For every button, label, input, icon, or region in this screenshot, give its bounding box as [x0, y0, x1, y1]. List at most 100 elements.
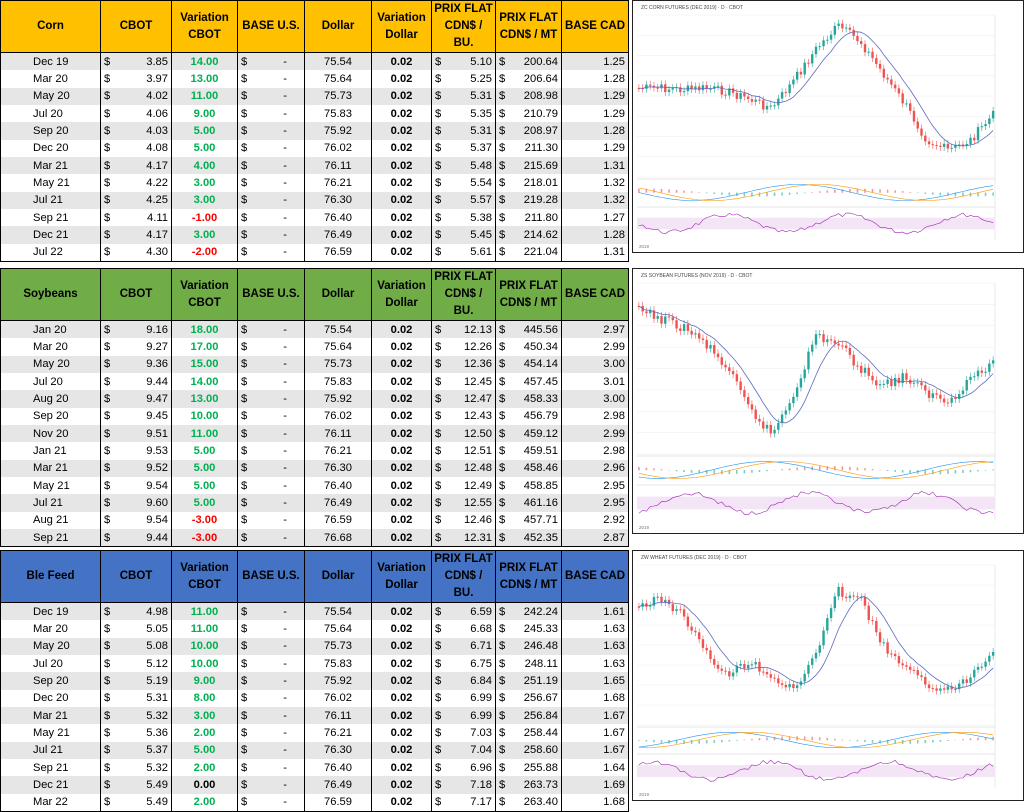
cbot-cell: $9.16 [101, 321, 172, 339]
variation-cbot-value: 3.00 [194, 177, 216, 189]
header-label: CBOT [120, 288, 153, 300]
base-cad-value: 1.69 [603, 779, 625, 791]
candle-body [785, 410, 787, 414]
soybeans-futures-chart[interactable]: ZS SOYBEAN FUTURES (NOV 2019) · D · CBOT… [632, 268, 1024, 534]
prix-flat-mt-value: 452.35 [524, 532, 558, 544]
candle-body [709, 345, 711, 349]
candle-body [879, 64, 881, 69]
dollar-value: 76.68 [324, 532, 352, 544]
base-us-cell: $- [238, 88, 305, 105]
prix-flat-bu-value: 5.54 [470, 177, 492, 189]
base-us-value: - [283, 108, 287, 120]
variation-dollar-cell: 0.02 [372, 88, 432, 105]
variation-dollar-cell: 0.02 [372, 70, 432, 87]
contract-month-label: Dec 21 [33, 229, 68, 241]
currency-symbol: $ [499, 56, 505, 68]
variation-cbot-value: 9.00 [194, 108, 216, 120]
contract-month-label: Jul 20 [33, 658, 63, 670]
currency-symbol: $ [499, 462, 505, 474]
cbot-cell: $9.52 [101, 460, 172, 477]
dollar-cell: 76.21 [305, 174, 372, 191]
candle-body [762, 421, 764, 428]
prix-flat-bu-cell: $5.31 [432, 122, 496, 139]
prix-flat-mt-cell: $248.11 [496, 655, 562, 672]
base-cad-cell: 1.61 [562, 603, 629, 621]
variation-cbot-value: 3.00 [194, 710, 216, 722]
prix-flat-bu-value: 6.75 [470, 658, 492, 670]
macd-histogram-bar [887, 470, 889, 471]
currency-symbol: $ [435, 194, 441, 206]
contract-month: Nov 20 [1, 425, 101, 442]
dollar-value: 75.64 [324, 623, 352, 635]
candle-body [717, 86, 719, 87]
prix-flat-mt-cell: $450.34 [496, 338, 562, 355]
base-us-value: - [283, 744, 287, 756]
variation-cbot-cell: 5.00 [172, 477, 238, 494]
candle-body [890, 654, 892, 655]
variation-cbot-value: 5.00 [194, 744, 216, 756]
prix-flat-mt-cell: $461.16 [496, 494, 562, 511]
cbot-value: 9.44 [146, 376, 168, 388]
currency-symbol: $ [499, 640, 505, 652]
variation-dollar-value: 0.02 [391, 90, 413, 102]
variation-cbot-cell: 14.00 [172, 53, 238, 71]
currency-symbol: $ [435, 532, 441, 544]
variation-cbot-value: 17.00 [191, 341, 219, 353]
variation-dollar-cell: 0.02 [372, 356, 432, 373]
prix-flat-mt-cell: $255.88 [496, 759, 562, 776]
dollar-cell: 76.02 [305, 140, 372, 157]
currency-symbol: $ [435, 358, 441, 370]
prix-flat-mt-cell: $454.14 [496, 356, 562, 373]
prix-flat-mt-cell: $251.19 [496, 672, 562, 689]
currency-symbol: $ [435, 56, 441, 68]
cbot-cell: $4.08 [101, 140, 172, 157]
macd-histogram-bar [796, 193, 798, 195]
currency-symbol: $ [104, 445, 110, 457]
candle-body [649, 85, 651, 86]
currency-symbol: $ [241, 675, 247, 687]
base-cad-value: 1.32 [603, 177, 625, 189]
currency-symbol: $ [241, 341, 247, 353]
candle-body [947, 144, 949, 149]
variation-cbot-value: 3.00 [194, 229, 216, 241]
candle-body [962, 679, 964, 683]
base-us-value: - [283, 428, 287, 440]
macd-histogram-bar [661, 469, 663, 470]
currency-symbol: $ [435, 744, 441, 756]
macd-histogram-bar [894, 190, 896, 192]
variation-dollar-value: 0.02 [391, 462, 413, 474]
prix-flat-mt-value: 263.73 [524, 779, 558, 791]
prix-flat-bu-cell: $7.03 [432, 724, 496, 741]
candle-body [909, 667, 911, 670]
candle-body [645, 603, 647, 606]
candle-body [788, 403, 790, 410]
candle-body [811, 658, 813, 664]
candle-body [992, 652, 994, 656]
prix-flat-bu-value: 5.61 [470, 246, 492, 258]
candle-body [803, 63, 805, 75]
prix-flat-bu-cell: $5.35 [432, 105, 496, 122]
contract-month: Mar 21 [1, 157, 101, 174]
contract-month: Dec 19 [1, 603, 101, 621]
contract-month-label: Jul 20 [33, 108, 63, 120]
macd-histogram-bar [932, 193, 934, 195]
candle-body [777, 99, 779, 106]
contract-month: Jul 22 [1, 244, 101, 262]
currency-symbol: $ [435, 212, 441, 224]
candle-body [834, 596, 836, 608]
base-cad-value: 1.61 [603, 606, 625, 618]
header-label: CDN$ / MT [500, 579, 558, 591]
prix-flat-bu-value: 5.10 [470, 56, 492, 68]
candle-body [981, 667, 983, 668]
prix-flat-mt-value: 459.12 [524, 428, 558, 440]
prix-flat-mt-value: 242.24 [524, 606, 558, 618]
